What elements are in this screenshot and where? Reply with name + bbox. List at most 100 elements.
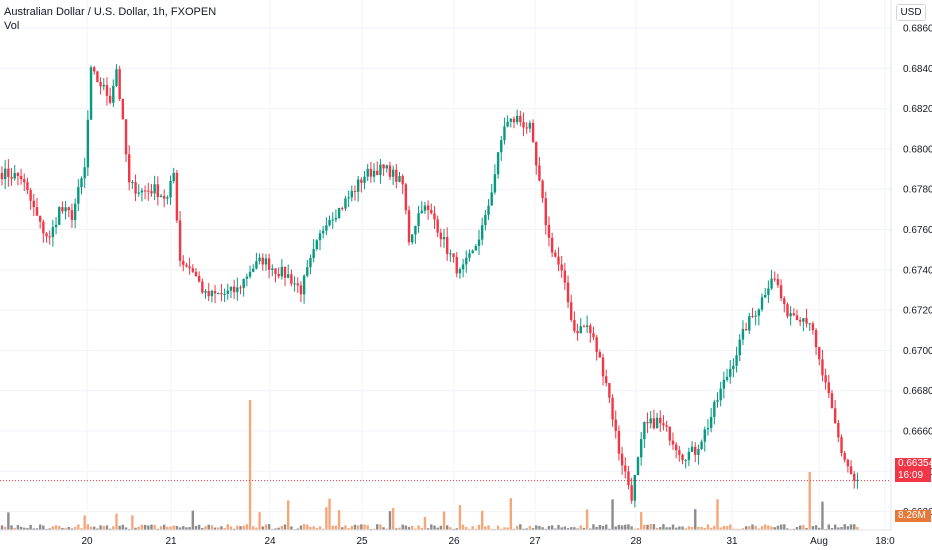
- volume-bar: [843, 524, 846, 530]
- candle-body: [767, 288, 770, 295]
- candle-body: [236, 287, 239, 293]
- candle-body: [754, 315, 757, 317]
- volume-bar: [833, 524, 837, 530]
- candle-body: [35, 207, 39, 216]
- candle-body: [830, 393, 834, 409]
- candle-body: [32, 200, 35, 208]
- candle-body: [61, 207, 64, 212]
- candle-body: [426, 205, 430, 210]
- candle-body: [26, 182, 29, 191]
- volume-bar: [411, 525, 414, 530]
- volume-bar: [19, 526, 23, 530]
- volume-bar: [182, 526, 185, 530]
- volume-bar: [312, 526, 315, 530]
- volume-bar: [776, 525, 780, 530]
- volume-bar: [573, 527, 576, 530]
- candle-body: [725, 376, 729, 380]
- candle-body: [554, 252, 557, 257]
- volume-bar: [773, 527, 776, 530]
- candle-body: [595, 337, 598, 353]
- candle-body: [436, 219, 439, 233]
- volume-bar: [760, 526, 764, 530]
- candle-body: [347, 197, 350, 199]
- candle-body: [614, 419, 617, 431]
- time-axis[interactable]: 20 21 24 25 26 27 28 31 Aug 18:0: [81, 536, 895, 547]
- candle-body: [630, 485, 633, 501]
- time-tick-label: 27: [529, 536, 541, 547]
- candle-body: [773, 278, 776, 280]
- volume-indicator-label[interactable]: Vol: [4, 20, 20, 32]
- candle-body: [239, 287, 242, 289]
- candle-body: [150, 191, 153, 194]
- volume-bar: [42, 525, 45, 530]
- candle-body: [376, 170, 379, 176]
- time-tick-label: Aug: [810, 536, 828, 547]
- price-tick-label: 0.66600: [903, 427, 932, 438]
- bar-countdown: 16:09: [898, 470, 924, 481]
- volume-bar: [0, 525, 4, 530]
- candle-body: [280, 266, 284, 277]
- volume-bar: [579, 525, 582, 530]
- volume-bar: [201, 527, 204, 530]
- candle-body: [140, 190, 144, 193]
- volume-bar: [83, 515, 86, 530]
- candle-body: [840, 437, 843, 453]
- candle-body: [401, 175, 404, 185]
- candle-body: [185, 264, 188, 267]
- volume-bar: [506, 527, 509, 530]
- volume-bar: [764, 524, 767, 530]
- candle-body: [217, 293, 220, 295]
- candle-body: [643, 422, 646, 440]
- volume-bar: [853, 524, 856, 530]
- volume-bar: [541, 527, 544, 530]
- candle-body: [748, 316, 751, 331]
- candle-body: [579, 326, 582, 334]
- candle-body: [738, 339, 741, 356]
- candle-body: [808, 323, 811, 325]
- candle-body: [29, 190, 32, 201]
- candle-body: [261, 257, 264, 265]
- volume-bar: [458, 505, 462, 530]
- volume-bar: [824, 528, 827, 530]
- candle-body: [248, 271, 252, 277]
- candle-body: [446, 237, 449, 255]
- volume-bar: [128, 528, 131, 530]
- candle-body: [112, 85, 115, 103]
- volume-bar: [480, 510, 484, 530]
- volume-bar: [748, 526, 751, 530]
- volume-bar: [10, 525, 13, 530]
- volume-bar: [779, 524, 783, 530]
- candle-body: [690, 446, 694, 452]
- candle-body: [73, 203, 77, 220]
- volume-bar: [64, 527, 67, 530]
- candle-body: [369, 168, 373, 177]
- volume-bar: [668, 527, 671, 530]
- candle-body: [344, 198, 347, 209]
- volume-bar: [846, 526, 850, 530]
- volume-bar: [153, 524, 156, 530]
- volume-value-tag: 8.26M: [895, 510, 931, 522]
- volume-bar: [630, 526, 633, 530]
- candle-body: [713, 401, 716, 417]
- candle-body: [102, 85, 105, 87]
- volume-bar: [16, 524, 20, 530]
- candle-body: [318, 233, 322, 241]
- candle-body: [735, 355, 738, 366]
- last-price-tag: 0.66354 16:09: [895, 458, 932, 482]
- candle-body: [716, 400, 719, 402]
- candle-body: [105, 85, 109, 96]
- volume-bar: [54, 525, 58, 530]
- currency-button[interactable]: USD: [896, 4, 926, 21]
- candle-body: [334, 217, 338, 220]
- volume-bar: [73, 526, 77, 530]
- volume-bar: [554, 528, 557, 530]
- volume-bar: [493, 528, 497, 530]
- candle-body: [512, 118, 516, 123]
- volume-bar: [242, 525, 245, 530]
- volume-bar: [671, 524, 675, 530]
